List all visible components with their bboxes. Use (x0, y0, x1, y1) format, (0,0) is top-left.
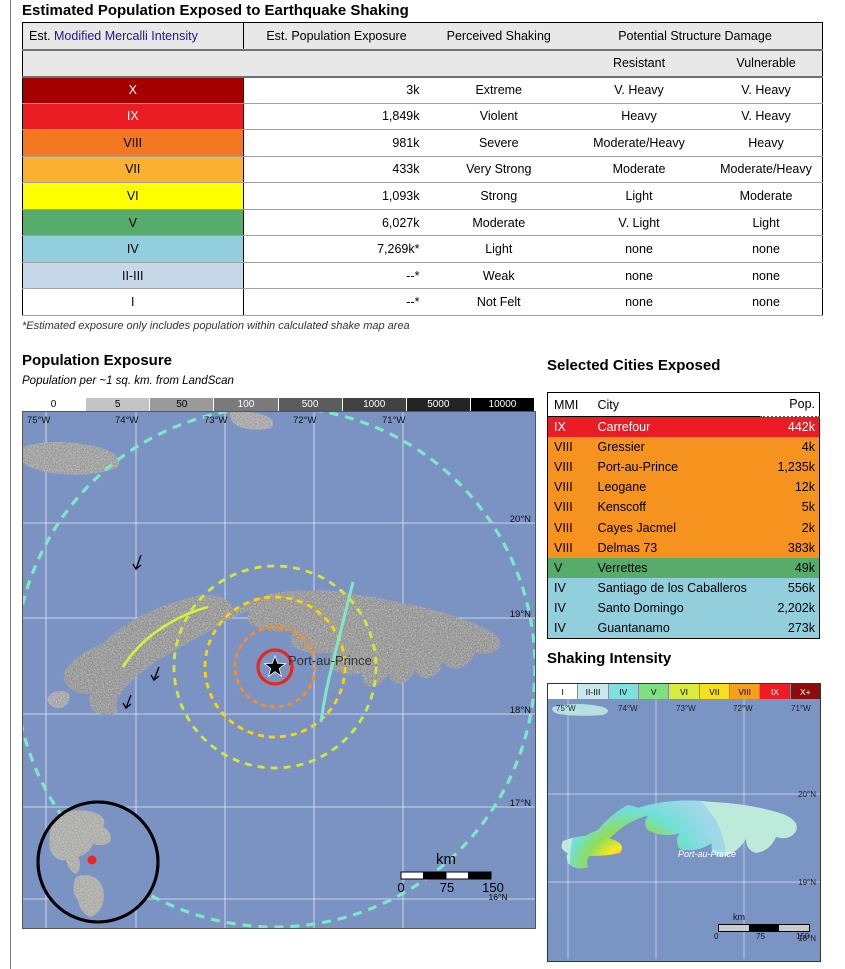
svg-text:0: 0 (397, 880, 404, 895)
svg-text:75: 75 (440, 880, 454, 895)
svg-text:km: km (436, 851, 456, 868)
svg-text:Port-au-Prince: Port-au-Prince (678, 849, 736, 859)
svg-text:16°N: 16°N (489, 892, 508, 902)
svg-text:Port-au-Prince: Port-au-Prince (288, 653, 372, 668)
